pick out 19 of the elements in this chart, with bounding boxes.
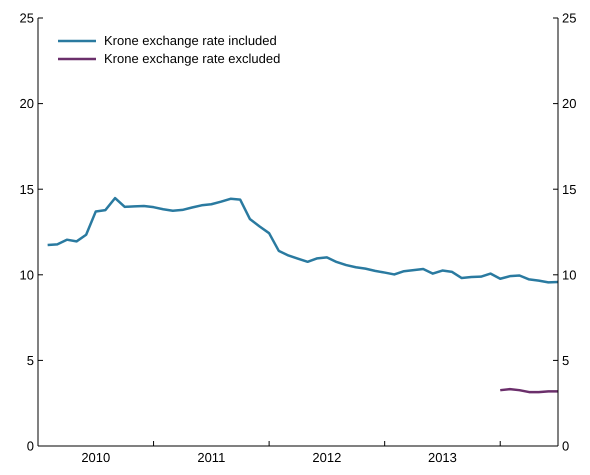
x-tick-label: 2011 bbox=[197, 450, 226, 465]
y2-tick-label: 5 bbox=[562, 352, 570, 368]
y-tick-label: 20 bbox=[20, 96, 34, 112]
y2-tick-label: 15 bbox=[562, 182, 576, 197]
legend-label: Krone exchange rate included bbox=[104, 32, 277, 50]
y-tick-label: 15 bbox=[20, 182, 34, 197]
y-tick-label: 10 bbox=[20, 267, 34, 282]
y-tick-label: 25 bbox=[20, 10, 34, 26]
y-tick-label: 5 bbox=[26, 352, 34, 368]
y2-tick-label: 25 bbox=[562, 10, 576, 26]
x-tick-label: 2010 bbox=[81, 450, 110, 465]
x-tick-label: 2013 bbox=[428, 450, 457, 465]
line-series bbox=[46, 196, 558, 284]
y2-tick-label: 10 bbox=[562, 267, 576, 282]
x-tick-label: 2012 bbox=[312, 450, 342, 465]
y2-tick-label: 0 bbox=[562, 438, 570, 454]
y-tick-label: 0 bbox=[26, 438, 34, 454]
legend-label: Krone exchange rate excluded bbox=[104, 50, 280, 68]
y2-tick-label: 20 bbox=[562, 96, 576, 112]
